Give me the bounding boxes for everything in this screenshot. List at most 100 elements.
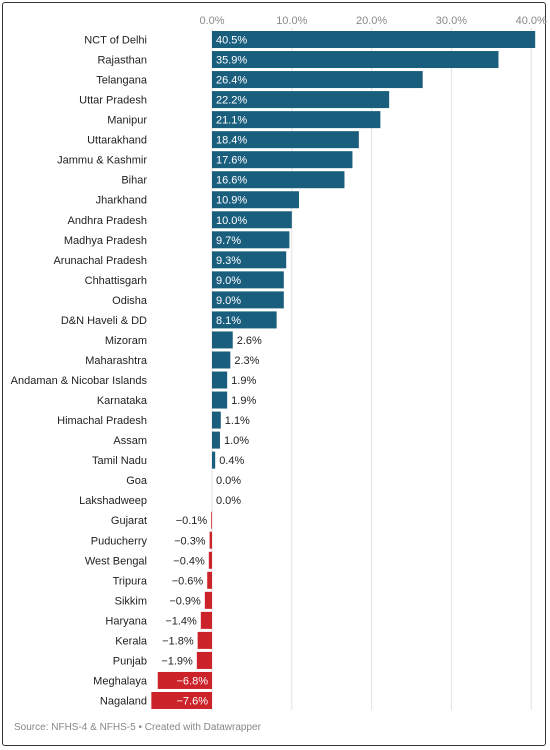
bar: [212, 271, 284, 289]
value-label: 1.1%: [225, 415, 250, 427]
value-label: −0.9%: [169, 595, 201, 607]
bar: [212, 191, 299, 209]
bar: [204, 591, 212, 609]
value-label: 26.4%: [216, 75, 247, 87]
value-label: 9.0%: [216, 275, 241, 287]
value-label: 9.7%: [216, 235, 241, 247]
value-label: 0.0%: [216, 495, 241, 507]
category-label: Andhra Pradesh: [68, 215, 148, 227]
bar: [151, 691, 212, 709]
value-label: −6.8%: [177, 675, 209, 687]
category-label: Gujarat: [111, 515, 147, 527]
bar: [212, 411, 221, 429]
category-label: Bihar: [121, 175, 147, 187]
x-tick-label: 20.0%: [356, 15, 387, 27]
bar: [196, 651, 212, 669]
category-label: Rajasthan: [97, 55, 147, 67]
value-label: 2.3%: [234, 355, 259, 367]
category-label: Lakshadweep: [79, 495, 147, 507]
category-label: Arunachal Pradesh: [53, 255, 147, 267]
bar: [212, 131, 359, 149]
value-label: 10.0%: [216, 215, 247, 227]
value-label: −0.1%: [176, 515, 208, 527]
value-label: −7.6%: [177, 695, 209, 707]
value-label: 21.1%: [216, 115, 247, 127]
value-label: 18.4%: [216, 135, 247, 147]
bar: [212, 111, 381, 129]
value-label: 1.9%: [231, 375, 256, 387]
value-label: 16.6%: [216, 175, 247, 187]
bar: [211, 511, 212, 529]
value-label: 9.3%: [216, 255, 241, 267]
category-label: Assam: [113, 435, 147, 447]
bar: [212, 71, 423, 89]
category-label: Sikkim: [115, 595, 147, 607]
category-label: Maharashtra: [85, 355, 148, 367]
bar: [212, 351, 231, 369]
bars-layer: [151, 31, 536, 709]
category-label: Tripura: [113, 575, 148, 587]
category-label: Nagaland: [100, 695, 147, 707]
category-label: Andaman & Nicobar Islands: [11, 375, 148, 387]
bar: [212, 231, 290, 249]
category-label: Telangana: [96, 75, 148, 87]
bar: [197, 631, 212, 649]
category-label: Uttar Pradesh: [79, 95, 147, 107]
bar: [212, 211, 292, 229]
x-tick-label: 10.0%: [276, 15, 307, 27]
value-label: 22.2%: [216, 95, 247, 107]
value-label: 0.0%: [216, 475, 241, 487]
bar: [212, 31, 536, 48]
value-label: −1.8%: [162, 635, 194, 647]
category-label: Jharkhand: [96, 195, 147, 207]
x-tick-label: 40.0%: [516, 15, 547, 27]
value-label: −1.9%: [161, 655, 193, 667]
value-label: 10.9%: [216, 195, 247, 207]
value-label: 2.6%: [237, 335, 262, 347]
value-label: 40.5%: [216, 35, 247, 47]
category-label: Meghalaya: [93, 675, 148, 687]
bar: [212, 391, 228, 409]
bar: [212, 371, 228, 389]
category-label: West Bengal: [85, 555, 147, 567]
category-label: Punjab: [113, 655, 147, 667]
bar: [212, 251, 287, 269]
value-label: −0.3%: [174, 535, 206, 547]
x-tick-label: 0.0%: [199, 15, 224, 27]
labels-layer: 0.0% 10.0% 20.0% 30.0% 40.0% NCT of Delhi 40.5…: [11, 15, 547, 707]
value-label: 1.0%: [224, 435, 249, 447]
bar: [212, 291, 284, 309]
category-label: Puducherry: [91, 535, 148, 547]
value-label: 0.4%: [219, 455, 244, 467]
bar: [212, 431, 220, 449]
value-label: 8.1%: [216, 315, 241, 327]
bar: [208, 551, 212, 569]
grid-layer: [211, 28, 532, 710]
bar: [157, 671, 212, 689]
category-label: D&N Haveli & DD: [61, 315, 147, 327]
category-label: Karnataka: [97, 395, 148, 407]
category-label: Haryana: [105, 615, 147, 627]
category-label: Madhya Pradesh: [64, 235, 147, 247]
bar: [212, 451, 216, 469]
category-label: Manipur: [107, 115, 147, 127]
bar: [209, 531, 212, 549]
bar: [200, 611, 212, 629]
category-label: Goa: [126, 475, 148, 487]
category-label: Jammu & Kashmir: [57, 155, 147, 167]
bar: [212, 171, 345, 189]
value-label: 35.9%: [216, 55, 247, 67]
bar: [212, 311, 277, 329]
value-label: −0.6%: [172, 575, 204, 587]
category-label: NCT of Delhi: [84, 35, 147, 47]
value-label: 17.6%: [216, 155, 247, 167]
category-label: Mizoram: [105, 335, 147, 347]
category-label: Tamil Nadu: [92, 455, 147, 467]
source-note: Source: NFHS-4 & NFHS-5 • Created with D…: [14, 722, 261, 733]
value-label: 1.9%: [231, 395, 256, 407]
x-tick-label: 30.0%: [436, 15, 467, 27]
value-label: 9.0%: [216, 295, 241, 307]
bar: [212, 91, 390, 109]
bar: [212, 151, 353, 169]
